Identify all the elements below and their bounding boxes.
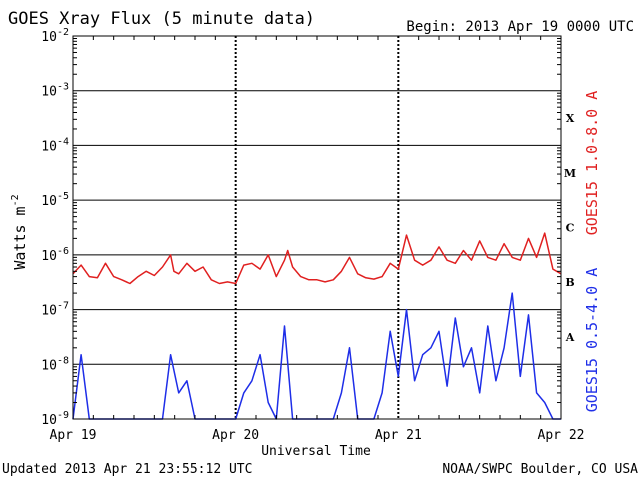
plot-area	[73, 36, 561, 419]
y-tick-label: 10-6	[41, 246, 69, 264]
x-tick-label: Apr 22	[538, 428, 585, 443]
flare-class-label: B	[565, 276, 574, 289]
y-tick-label: 10-7	[41, 301, 69, 319]
y-axis-label-exponent: -2	[10, 194, 21, 206]
y-tick-label: 10-2	[41, 27, 69, 45]
y-axis-label-main: Watts m	[11, 206, 29, 269]
x-tick-label: Apr 21	[375, 428, 422, 443]
y-tick-label: 10-5	[41, 191, 69, 209]
series-line-long-channel	[72, 232, 562, 285]
x-axis-label: Universal Time	[261, 444, 371, 459]
chart-title: GOES Xray Flux (5 minute data)	[8, 9, 315, 29]
x-tick-label: Apr 19	[50, 428, 97, 443]
legend-long-channel: GOES15 1.0-8.0 A	[583, 91, 601, 236]
y-tick-label: 10-4	[41, 136, 69, 154]
y-tick-label: 10-3	[41, 82, 69, 100]
footer-updated: Updated 2013 Apr 21 23:55:12 UTC	[2, 462, 252, 477]
plot-frame	[72, 35, 562, 420]
y-tick-label: 10-8	[41, 355, 69, 373]
y-axis-label: Watts m-2	[10, 194, 29, 269]
flare-class-label: C	[566, 222, 575, 235]
begin-label: Begin: 2013 Apr 19 0000 UTC	[406, 19, 634, 35]
flare-class-label: X	[566, 112, 575, 125]
legend-short-channel: GOES15 0.5-4.0 A	[583, 268, 601, 413]
flare-class-label: M	[564, 167, 576, 180]
x-tick-label: Apr 20	[212, 428, 259, 443]
footer-source: NOAA/SWPC Boulder, CO USA	[442, 462, 638, 477]
y-tick-label: 10-9	[41, 410, 69, 428]
flare-class-label: A	[565, 331, 575, 344]
series-line-short-channel	[72, 292, 561, 420]
series-layer	[72, 232, 562, 420]
